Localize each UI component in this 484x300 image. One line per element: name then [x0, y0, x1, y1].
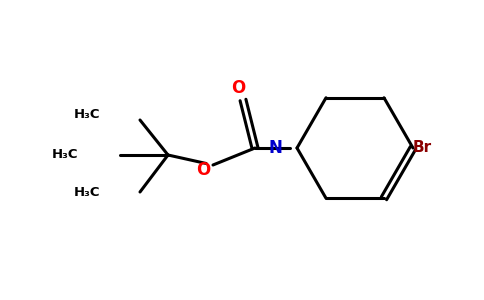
Text: N: N	[268, 139, 282, 157]
Text: H₃C: H₃C	[51, 148, 78, 161]
Text: Br: Br	[413, 140, 432, 155]
Text: O: O	[196, 161, 210, 179]
Text: H₃C: H₃C	[74, 185, 100, 199]
Text: H₃C: H₃C	[74, 109, 100, 122]
Text: O: O	[231, 79, 245, 97]
